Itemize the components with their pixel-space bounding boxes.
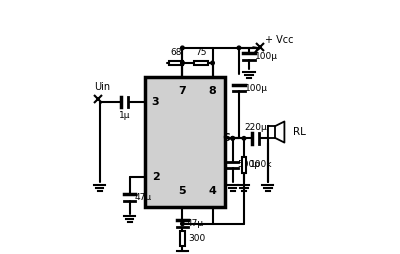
Text: 47µ: 47µ	[187, 219, 204, 228]
Circle shape	[242, 137, 246, 140]
Circle shape	[231, 137, 234, 140]
Text: 100µ: 100µ	[255, 52, 278, 61]
Circle shape	[181, 61, 184, 65]
Text: 6: 6	[223, 133, 230, 143]
Text: 7: 7	[178, 86, 186, 96]
Text: 68: 68	[170, 48, 182, 57]
Bar	[169, 61, 183, 65]
Text: 100k: 100k	[250, 160, 272, 169]
Circle shape	[211, 61, 214, 65]
Bar	[268, 126, 275, 138]
Circle shape	[237, 46, 241, 50]
Bar	[180, 231, 185, 246]
Text: 100µ: 100µ	[244, 84, 268, 92]
Text: 75: 75	[196, 48, 207, 57]
Circle shape	[181, 61, 184, 65]
Circle shape	[181, 46, 184, 50]
Text: RL: RL	[293, 127, 306, 137]
Circle shape	[181, 222, 184, 226]
Text: 220µ: 220µ	[244, 123, 267, 132]
Text: 47µ: 47µ	[134, 193, 151, 202]
Circle shape	[231, 137, 234, 140]
Text: 3: 3	[152, 97, 159, 107]
Bar	[194, 61, 208, 65]
Bar	[145, 77, 225, 208]
Text: 4: 4	[208, 186, 216, 196]
Text: 1µ: 1µ	[119, 111, 130, 120]
Bar	[242, 156, 246, 173]
Text: 500p: 500p	[237, 160, 260, 169]
Text: 300: 300	[188, 234, 205, 243]
Text: 5: 5	[179, 186, 186, 196]
Text: 8: 8	[208, 86, 216, 96]
Text: 2: 2	[152, 172, 160, 182]
Text: + Vcc: + Vcc	[265, 35, 293, 45]
Text: Uin: Uin	[94, 82, 111, 92]
